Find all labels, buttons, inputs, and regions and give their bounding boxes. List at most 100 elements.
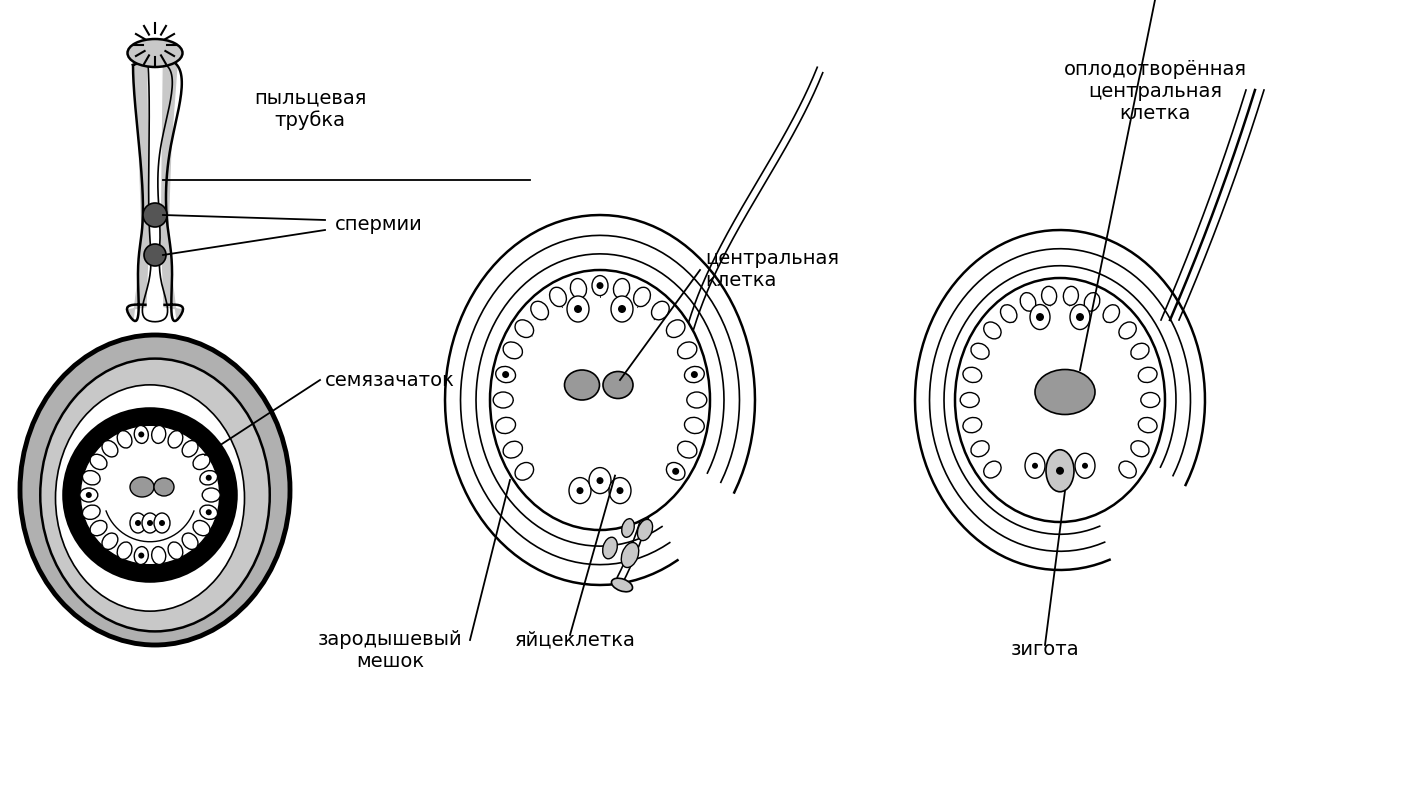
Ellipse shape: [82, 471, 100, 485]
Ellipse shape: [613, 279, 630, 298]
Text: оплодотворённая
центральная
клетка: оплодотворённая центральная клетка: [1064, 60, 1246, 123]
Circle shape: [574, 305, 582, 313]
Ellipse shape: [1030, 304, 1050, 329]
Ellipse shape: [983, 461, 1000, 478]
Ellipse shape: [603, 372, 633, 399]
Ellipse shape: [493, 392, 513, 408]
Circle shape: [1031, 463, 1039, 469]
Ellipse shape: [117, 542, 131, 559]
Ellipse shape: [531, 301, 548, 320]
Ellipse shape: [1064, 286, 1078, 305]
Ellipse shape: [684, 417, 704, 434]
Circle shape: [617, 305, 626, 313]
Ellipse shape: [550, 288, 567, 307]
Circle shape: [143, 203, 167, 227]
Ellipse shape: [151, 547, 165, 565]
Text: центральная
клетка: центральная клетка: [705, 249, 839, 291]
Ellipse shape: [1140, 392, 1160, 407]
Ellipse shape: [1000, 304, 1017, 323]
Ellipse shape: [571, 279, 586, 298]
Ellipse shape: [961, 392, 979, 407]
Ellipse shape: [983, 322, 1000, 339]
Ellipse shape: [490, 270, 709, 530]
Ellipse shape: [134, 547, 148, 565]
Ellipse shape: [1130, 441, 1149, 457]
Ellipse shape: [182, 533, 198, 550]
Ellipse shape: [1139, 368, 1157, 383]
Ellipse shape: [199, 471, 218, 485]
Ellipse shape: [1024, 453, 1046, 479]
Ellipse shape: [503, 441, 523, 458]
Circle shape: [577, 487, 584, 494]
Ellipse shape: [1119, 322, 1136, 339]
Ellipse shape: [610, 296, 633, 322]
Ellipse shape: [127, 39, 182, 67]
Ellipse shape: [589, 467, 610, 494]
Ellipse shape: [168, 431, 182, 448]
Ellipse shape: [684, 367, 704, 383]
Circle shape: [86, 492, 92, 498]
Ellipse shape: [955, 278, 1164, 522]
Ellipse shape: [105, 430, 146, 510]
Ellipse shape: [1130, 344, 1149, 360]
Text: спермии: спермии: [335, 216, 422, 234]
Ellipse shape: [194, 520, 211, 535]
Text: пыльцевая
трубка: пыльцевая трубка: [254, 88, 366, 130]
Circle shape: [138, 553, 144, 559]
Circle shape: [1077, 313, 1084, 321]
Ellipse shape: [1075, 453, 1095, 479]
Ellipse shape: [79, 488, 97, 502]
Ellipse shape: [567, 296, 589, 322]
Ellipse shape: [154, 513, 170, 533]
Ellipse shape: [678, 342, 697, 359]
Ellipse shape: [199, 505, 218, 519]
Circle shape: [1082, 463, 1088, 469]
Text: яйцеклетка: яйцеклетка: [514, 630, 636, 649]
Ellipse shape: [1119, 461, 1136, 478]
Ellipse shape: [651, 301, 670, 320]
Ellipse shape: [1041, 286, 1057, 305]
Ellipse shape: [1020, 292, 1036, 311]
Circle shape: [138, 431, 144, 437]
Circle shape: [144, 244, 165, 266]
Text: семязачаток: семязачаток: [325, 371, 455, 389]
Ellipse shape: [20, 335, 290, 645]
Ellipse shape: [667, 320, 685, 337]
Ellipse shape: [1084, 292, 1099, 311]
Text: зигота: зигота: [1010, 640, 1080, 659]
Ellipse shape: [667, 463, 685, 480]
Circle shape: [502, 371, 509, 378]
Circle shape: [206, 509, 212, 515]
Polygon shape: [147, 63, 162, 320]
Circle shape: [160, 520, 165, 526]
Circle shape: [673, 468, 680, 475]
Ellipse shape: [130, 513, 146, 533]
Ellipse shape: [962, 418, 982, 433]
Ellipse shape: [182, 440, 198, 457]
Ellipse shape: [134, 425, 148, 443]
Polygon shape: [127, 65, 184, 320]
Ellipse shape: [40, 359, 270, 631]
Ellipse shape: [971, 441, 989, 457]
Text: зародышевый
мешок: зародышевый мешок: [318, 630, 462, 671]
Ellipse shape: [130, 477, 154, 497]
Ellipse shape: [496, 367, 516, 383]
Ellipse shape: [1046, 450, 1074, 491]
Ellipse shape: [637, 519, 653, 541]
Ellipse shape: [496, 417, 516, 434]
Ellipse shape: [612, 578, 633, 592]
Ellipse shape: [154, 478, 174, 496]
Ellipse shape: [55, 385, 244, 611]
Ellipse shape: [565, 370, 599, 400]
Ellipse shape: [82, 505, 100, 519]
Ellipse shape: [609, 478, 632, 503]
Ellipse shape: [117, 431, 131, 448]
Ellipse shape: [141, 513, 158, 533]
Ellipse shape: [971, 344, 989, 360]
Ellipse shape: [603, 537, 617, 559]
Circle shape: [65, 410, 235, 580]
Circle shape: [1056, 467, 1064, 475]
Ellipse shape: [151, 425, 165, 443]
Ellipse shape: [194, 455, 211, 470]
Circle shape: [1036, 313, 1044, 321]
